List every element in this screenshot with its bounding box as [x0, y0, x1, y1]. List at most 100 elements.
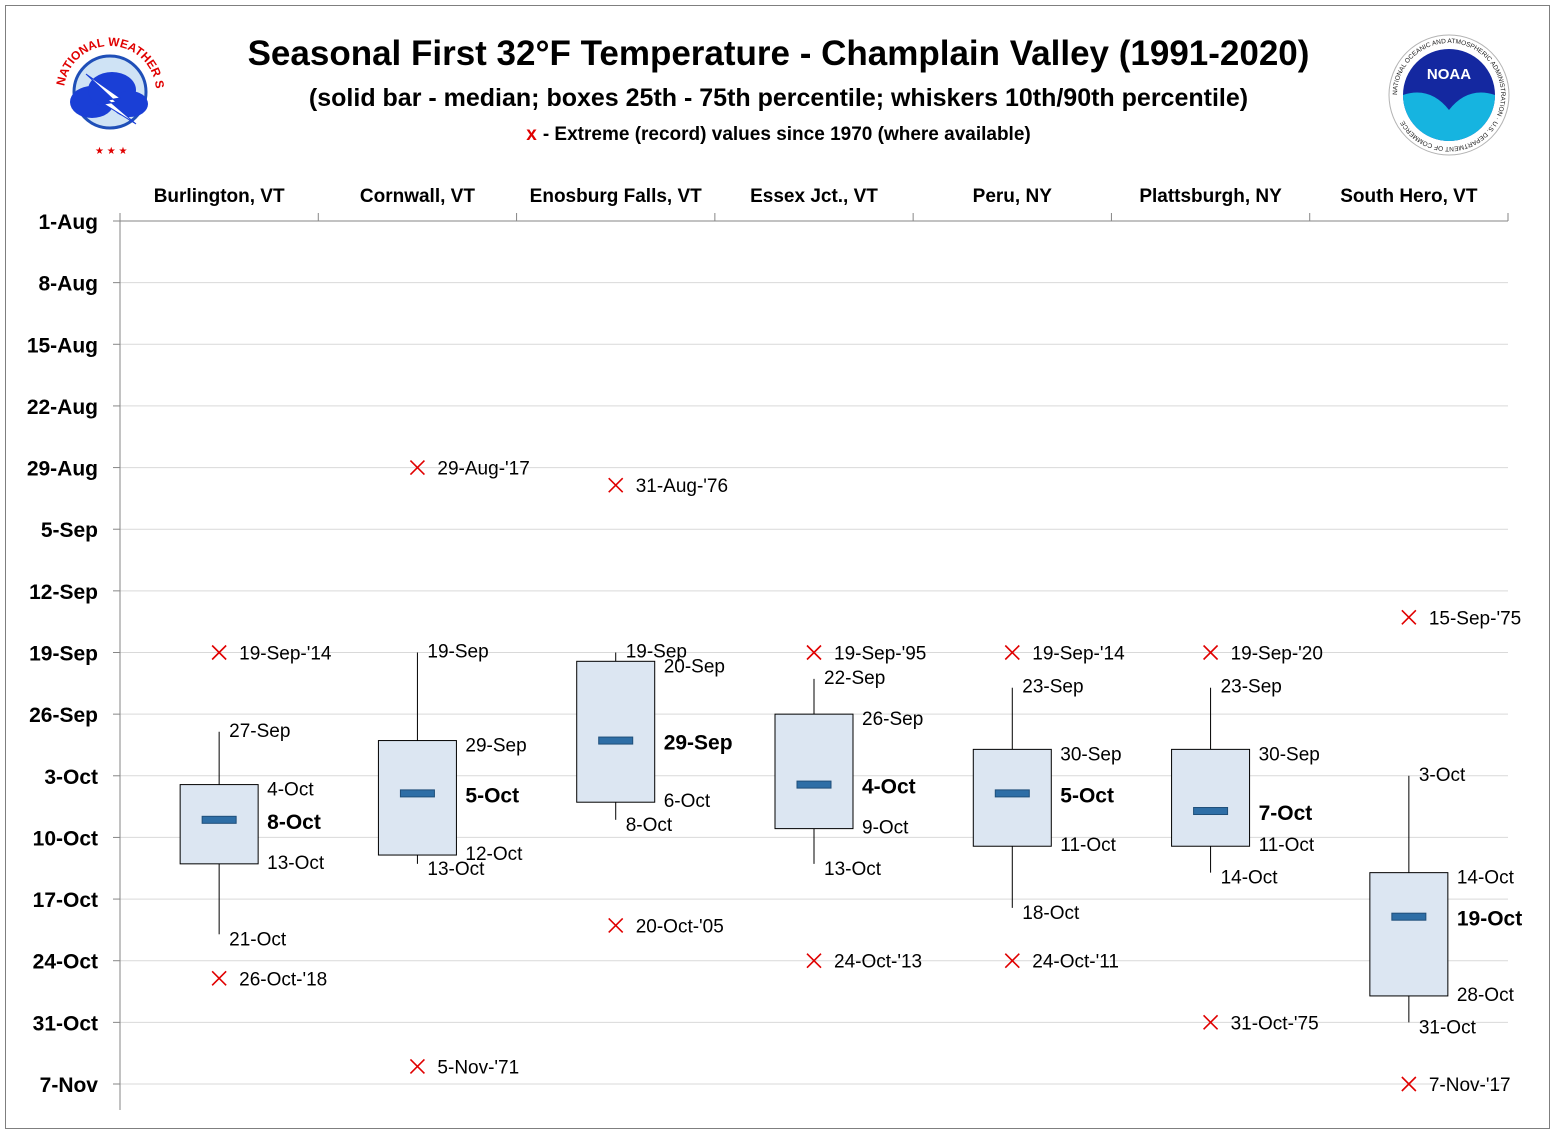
y-tick-label: 15-Aug: [27, 334, 98, 357]
category-labels: Burlington, VT Cornwall, VT Enosburg Falls…: [154, 186, 1478, 207]
p10-label: 23-Sep: [1221, 677, 1282, 698]
p25-label: 30-Sep: [1060, 744, 1121, 765]
noaa-logo: NATIONAL OCEANIC AND ATMOSPHERIC ADMINIS…: [1388, 34, 1510, 156]
p75-label: 13-Oct: [267, 853, 325, 874]
station-box-group: 27-Sep 4-Oct 8-Oct 13-Oct 21-Oct: [179, 721, 325, 950]
y-tick-label: 12-Sep: [29, 581, 98, 604]
station-label: Essex Jct., VT: [750, 186, 878, 207]
chart-subtitle: (solid bar - median; boxes 25th - 75th p…: [308, 84, 1249, 112]
y-tick-label: 26-Sep: [29, 704, 98, 727]
record-early-label: 19-Sep-'20: [1231, 644, 1323, 665]
p10-label: 22-Sep: [824, 668, 885, 689]
station-label: Burlington, VT: [154, 186, 285, 207]
y-tick-label: 8-Aug: [39, 273, 99, 296]
record-markers: 19-Sep-'14 26-Oct-'18 29-Aug-'17 5-Nov-'71 3…: [211, 459, 1521, 1096]
station-label: Peru, NY: [973, 186, 1053, 207]
p25-label: 4-Oct: [267, 780, 314, 801]
record-early-marker: [1401, 609, 1417, 625]
record-early-marker: [608, 477, 624, 493]
record-early-marker: [409, 460, 425, 476]
iqr-box: [576, 660, 656, 803]
record-early-marker: [211, 644, 227, 661]
median-label: 7-Oct: [1259, 802, 1313, 825]
record-late-marker: [1203, 1014, 1219, 1030]
median-bar: [399, 789, 435, 798]
y-axis-labels: 1-Aug 8-Aug 15-Aug 22-Aug 29-Aug 5-Sep 12-Sep 1…: [27, 211, 98, 1097]
record-marker-legend: x: [526, 124, 537, 145]
y-tick-label: 3-Oct: [44, 766, 98, 789]
p90-label: 14-Oct: [1221, 868, 1279, 889]
p90-label: 13-Oct: [427, 859, 485, 880]
median-label: 29-Sep: [664, 732, 733, 755]
iqr-box: [1171, 748, 1251, 847]
median-bar: [796, 780, 832, 789]
station-box-group: 3-Oct 14-Oct 19-Oct 28-Oct 31-Oct: [1369, 765, 1522, 1038]
station-label: Plattsburgh, NY: [1139, 186, 1282, 207]
median-bar: [598, 736, 634, 745]
y-tick-label: 10-Oct: [33, 827, 98, 850]
station-box-group: 22-Sep 26-Sep 4-Oct 9-Oct 13-Oct: [774, 668, 923, 880]
y-tick-label: 7-Nov: [40, 1074, 99, 1097]
median-label: 5-Oct: [465, 784, 519, 807]
record-late-marker: [1004, 953, 1020, 969]
p75-label: 6-Oct: [664, 791, 711, 812]
record-late-label: 7-Nov-'17: [1429, 1075, 1511, 1096]
chart-note: x- Extreme (record) values since 1970 (w…: [0, 124, 1557, 146]
record-late-marker: [409, 1058, 425, 1074]
p25-label: 26-Sep: [862, 709, 923, 730]
y-tick-label: 1-Aug: [39, 211, 99, 234]
record-late-marker: [608, 917, 624, 934]
y-tick-label: 5-Sep: [41, 519, 98, 542]
record-early-label: 19-Sep-'14: [1032, 644, 1125, 665]
iqr-box: [972, 748, 1052, 847]
p75-label: 9-Oct: [862, 818, 909, 839]
p10-label: 19-Sep: [427, 642, 488, 663]
median-label: 8-Oct: [267, 811, 321, 834]
station-label: South Hero, VT: [1340, 186, 1478, 207]
p90-label: 18-Oct: [1022, 903, 1080, 924]
record-early-label: 31-Aug-'76: [636, 476, 728, 497]
p25-label: 20-Sep: [664, 656, 725, 677]
iqr-box: [179, 784, 259, 865]
record-early-label: 29-Aug-'17: [437, 459, 529, 480]
p75-label: 12-Oct: [465, 844, 523, 865]
record-early-marker: [806, 644, 822, 661]
chart-note-text: - Extreme (record) values since 1970 (wh…: [542, 124, 1031, 145]
p25-label: 29-Sep: [465, 736, 526, 757]
record-late-marker: [806, 953, 822, 969]
median-bar: [1193, 807, 1229, 816]
record-late-label: 20-Oct-'05: [636, 916, 724, 937]
record-early-label: 19-Sep-'95: [834, 644, 926, 665]
p90-label: 13-Oct: [824, 859, 882, 880]
p10-label: 19-Sep: [626, 642, 687, 663]
p90-label: 21-Oct: [229, 929, 287, 950]
median-bar: [994, 789, 1030, 798]
record-late-marker: [211, 970, 227, 986]
p75-label: 28-Oct: [1457, 985, 1515, 1006]
station-label: Enosburg Falls, VT: [530, 186, 702, 207]
axes: [113, 213, 1509, 1110]
p90-label: 31-Oct: [1419, 1017, 1477, 1038]
median-bar: [1391, 912, 1427, 921]
p10-label: 23-Sep: [1022, 677, 1083, 698]
y-tick-label: 24-Oct: [33, 951, 98, 974]
boxes: 27-Sep 4-Oct 8-Oct 13-Oct 21-Oct 19-Sep 29-Sep…: [179, 642, 1522, 1038]
p75-label: 11-Oct: [1259, 835, 1315, 856]
y-tick-label: 29-Aug: [27, 458, 98, 481]
record-early-marker: [1004, 644, 1020, 661]
median-label: 5-Oct: [1060, 784, 1114, 807]
record-late-label: 26-Oct-'18: [239, 969, 327, 990]
p25-label: 14-Oct: [1457, 868, 1515, 889]
y-tick-label: 31-Oct: [33, 1012, 98, 1035]
iqr-box: [1369, 872, 1449, 997]
iqr-box: [377, 740, 457, 856]
record-early-marker: [1203, 644, 1219, 661]
p25-label: 30-Sep: [1259, 744, 1320, 765]
svg-text:★ ★ ★: ★ ★ ★: [95, 146, 127, 157]
median-label: 4-Oct: [862, 776, 916, 799]
p75-label: 11-Oct: [1060, 835, 1116, 856]
record-early-label: 19-Sep-'14: [239, 644, 332, 665]
